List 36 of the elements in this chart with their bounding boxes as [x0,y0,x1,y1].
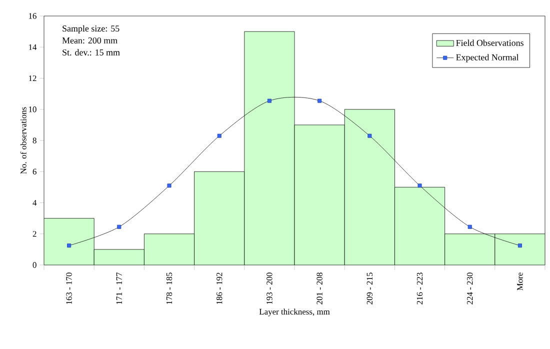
legend-label: Expected Normal [456,54,519,62]
y-tick-label: 6 [32,168,36,174]
x-tick-label: 209 - 215 [366,272,373,304]
annotation: St. dev.: 15 mm [62,49,120,56]
point [368,134,372,138]
y-tick-label: 2 [32,231,36,237]
y-tick-label: 12 [29,75,36,82]
point [468,224,472,229]
x-tick-label: More [517,272,523,290]
point [318,98,322,103]
y-tick-label: 14 [29,44,37,50]
y-tick-label: 0 [32,262,36,268]
legend-label: Field Observations [456,40,524,46]
x-tick-label: 193 - 200 [266,272,272,304]
x-tick-label: 224 - 230 [467,272,473,304]
point [267,98,272,103]
x-tick-label: 201 - 208 [316,272,322,304]
y-tick-label: 16 [29,13,36,19]
x-tick-label: 216 - 223 [416,272,423,304]
point [167,184,172,188]
y-tick-label: 4 [32,200,37,206]
x-tick-label: 178 - 185 [166,272,172,304]
point [217,134,222,138]
point [418,184,422,188]
x-tick-label: 171 - 177 [116,272,122,304]
x-tick-label: 163 - 170 [66,272,72,304]
point [117,224,122,229]
y-axis-title: No. of observations [20,107,26,174]
annotation: Mean: 200 mm [62,37,118,44]
point [518,244,522,248]
annotation: Sample size: 55 [62,25,120,34]
x-tick-label: 186 - 192 [216,272,222,304]
x-axis-title: Layer thickness, mm [259,308,330,316]
y-tick-label: 8 [32,138,36,144]
point [67,244,72,248]
y-tick-label: 10 [29,106,36,112]
